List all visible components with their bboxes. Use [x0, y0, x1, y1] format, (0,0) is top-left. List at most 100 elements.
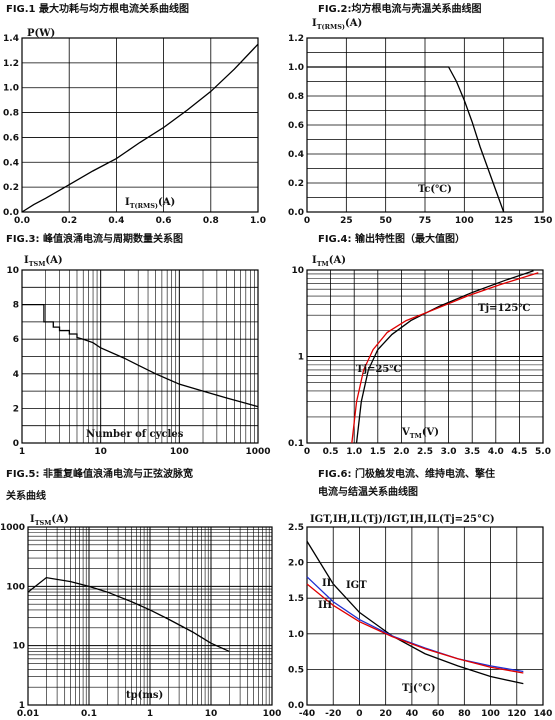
fig1-ylabel: P(W) — [27, 28, 55, 39]
fig5-ytick: 1 — [19, 701, 25, 711]
fig4-series-Tj=125℃-line — [351, 272, 539, 444]
fig2-xtick: 0 — [304, 216, 310, 226]
fig5-grid — [27, 527, 272, 706]
fig2-ylabel: IT(RMS)(A) — [312, 18, 362, 31]
fig5-frame — [27, 526, 273, 706]
fig5-ytick: 10 — [12, 642, 25, 652]
fig4-xlabel: VTM(V) — [401, 427, 439, 440]
fig3-xtick: 10 — [94, 447, 107, 457]
fig4-xtick: 3.5 — [464, 447, 480, 457]
fig4-annotation-25: Tj=25℃ — [356, 364, 401, 375]
fig1-ytick: 0.0 — [3, 208, 19, 218]
fig6-annotation-ih: IH — [318, 600, 332, 611]
fig5-xtick: 10 — [205, 709, 218, 719]
fig1-grid — [21, 37, 259, 213]
fig4-series-Tj=25℃-line — [355, 270, 534, 444]
fig1-ytick: 0.8 — [3, 109, 19, 119]
fig3-frame — [21, 269, 259, 444]
fig2-xtick: 25 — [340, 216, 353, 226]
fig3-ytick: 8 — [13, 301, 19, 311]
fig3-ytick: 2 — [13, 404, 19, 414]
fig1-ytick: 0.4 — [3, 158, 19, 168]
fig6-xtick: 120 — [507, 709, 526, 719]
fig2-xtick: 100 — [455, 216, 474, 226]
fig2-ytick: 0.4 — [288, 150, 304, 160]
fig4-frame — [306, 269, 544, 444]
fig6-xlabel: Tj(°C) — [402, 683, 435, 694]
fig5-xlabel: tp(ms) — [126, 690, 163, 701]
fig1-series-0-line — [21, 43, 259, 213]
fig3-xtick: 1 — [19, 447, 25, 457]
fig4-xtick: 2.5 — [417, 447, 433, 457]
fig5-ylabel: ITSM(A) — [30, 514, 69, 527]
fig6-xtick: 0 — [356, 709, 362, 719]
fig4-xtick: 5.0 — [535, 447, 551, 457]
fig6-annotation-igt: IGT — [346, 580, 367, 591]
fig4-ytick: 10 — [291, 266, 304, 276]
fig6-grid — [306, 526, 544, 706]
fig1-ytick: 0.2 — [3, 183, 19, 193]
fig3-ytick: 6 — [13, 335, 19, 345]
fig4-xtick: 0.5 — [323, 447, 339, 457]
fig5-ytick: 100 — [6, 582, 25, 592]
fig2-xtick: 50 — [379, 216, 392, 226]
fig6-annotation-il: IL — [322, 578, 334, 589]
fig2-ytick: 1.2 — [288, 34, 304, 44]
fig4-xtick: 4.5 — [511, 447, 527, 457]
fig3-xlabel: Number of cycles — [86, 429, 184, 440]
fig2-xtick: 75 — [419, 216, 432, 226]
fig2-ytick: 0.2 — [288, 179, 304, 189]
fig6-ytick: 1.0 — [288, 630, 304, 640]
fig1-xtick: 0.4 — [108, 216, 124, 226]
fig6-ylabel: IGT,IH,IL(Tj)/IGT,IH,IL(Tj=25°C) — [310, 514, 495, 525]
fig1-xlabel: IT(RMS)(A) — [125, 197, 175, 210]
fig3-ytick: 4 — [13, 370, 19, 380]
fig2-ytick: 0.0 — [288, 208, 304, 218]
fig6-ytick: 0.0 — [288, 701, 304, 711]
fig6-series-IGT-line — [306, 540, 524, 685]
fig3-ytick: 0 — [13, 439, 19, 449]
fig5-caption-line2: 关系曲线 — [6, 491, 46, 502]
fig1-xtick: 0.0 — [14, 216, 30, 226]
fig6-ytick: 2.5 — [288, 523, 304, 533]
fig1-caption: FIG.1 最大功耗与均方根电流关系曲线图 — [6, 4, 189, 15]
fig6-xtick: -40 — [299, 709, 315, 719]
fig5-xtick: 0.1 — [81, 709, 97, 719]
fig5-xtick: 1 — [147, 709, 153, 719]
fig4-ytick: 0.1 — [288, 439, 304, 449]
fig4-ytick: 1 — [298, 353, 304, 363]
fig4-xtick: 1.5 — [370, 447, 386, 457]
fig6-xtick: 60 — [432, 709, 445, 719]
fig6-ytick: 1.5 — [288, 594, 304, 604]
fig5-series-0-line — [27, 576, 230, 653]
fig4-xtick: 1.0 — [346, 447, 362, 457]
fig6-caption-line2: 电流与结温关系曲线图 — [318, 487, 418, 498]
fig6-xtick: 80 — [458, 709, 471, 719]
fig2-caption: FIG.2:均方根电流与壳温关系曲线图 — [318, 4, 482, 15]
fig4-xtick: 0 — [304, 447, 310, 457]
fig6-frame — [306, 526, 544, 706]
fig3-xtick: 100 — [170, 447, 189, 457]
fig3-series-0-line — [22, 303, 259, 408]
fig1-ytick: 1.4 — [3, 34, 19, 44]
fig6-xtick: 20 — [379, 709, 392, 719]
fig4-xtick: 3.0 — [441, 447, 457, 457]
fig1-xtick: 1.0 — [250, 216, 266, 226]
fig2-series-0-line — [307, 66, 505, 213]
fig5-caption-line1: FIG.5: 非重复峰值浪涌电流与正弦波脉宽 — [6, 469, 193, 480]
fig4-caption: FIG.4: 输出特性图（最大值图） — [318, 234, 465, 245]
fig4-grid — [306, 270, 544, 444]
fig5-xtick: 0.01 — [17, 709, 39, 719]
fig2-xlabel: Tc(℃) — [418, 184, 452, 195]
fig1-ytick: 1.2 — [3, 59, 19, 69]
fig1-ytick: 0.6 — [3, 133, 19, 143]
fig2-ytick: 0.6 — [288, 121, 304, 131]
fig6-xtick: 40 — [406, 709, 419, 719]
fig1-ytick: 1.0 — [3, 84, 19, 94]
fig4-xtick: 4.0 — [488, 447, 504, 457]
fig6-ytick: 2.0 — [288, 559, 304, 569]
fig2-ytick: 0.8 — [288, 92, 304, 102]
fig3-xtick: 1000 — [245, 447, 270, 457]
fig4-ylabel: ITM(A) — [312, 255, 346, 268]
